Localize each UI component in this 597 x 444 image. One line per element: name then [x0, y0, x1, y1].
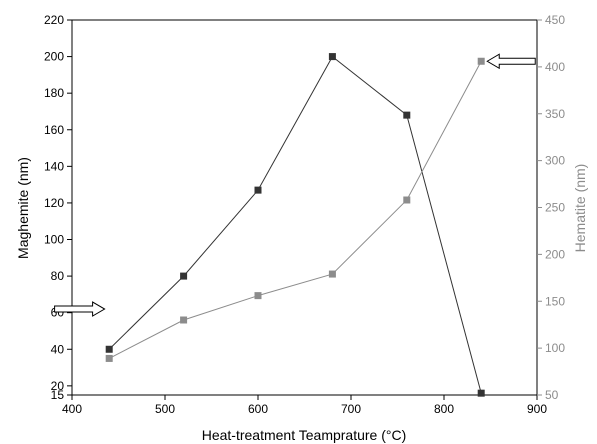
series-point-right — [254, 292, 262, 300]
right-y-tick-label: 50 — [545, 388, 559, 402]
right-y-axis-label: Hematite (nm) — [572, 164, 588, 253]
series-point-right — [180, 316, 188, 324]
right-y-tick-label: 350 — [545, 107, 565, 121]
series-point-left — [254, 186, 262, 194]
series-point-right — [328, 270, 336, 278]
series-point-left — [180, 272, 188, 280]
right-y-tick-label: 200 — [545, 247, 565, 261]
right-y-tick-label: 250 — [545, 201, 565, 215]
x-tick-label: 400 — [62, 402, 82, 416]
right-y-axis: 50 100 150 200 250 300 350 400 450 — [537, 13, 565, 402]
x-tick-label: 500 — [155, 402, 175, 416]
x-axis: 400 500 600 700 800 900 — [62, 395, 547, 416]
plot-frame — [71, 19, 538, 396]
arrow-right-icon — [54, 301, 106, 317]
left-y-tick-label: 220 — [44, 13, 64, 27]
series-point-right — [105, 354, 113, 362]
left-y-tick-label: 120 — [44, 196, 64, 210]
series-layer — [105, 53, 485, 397]
series-point-left — [105, 345, 113, 353]
left-y-tick-label: 100 — [44, 233, 64, 247]
x-tick-label: 700 — [341, 402, 361, 416]
left-y-tick-label: 15 — [51, 388, 65, 402]
series-point-right — [477, 57, 485, 65]
left-y-tick-label: 200 — [44, 50, 64, 64]
left-y-axis-label: Maghemite (nm) — [15, 157, 31, 259]
left-y-tick-label: 160 — [44, 123, 64, 137]
series-point-left — [328, 53, 336, 61]
left-y-tick-label: 180 — [44, 86, 64, 100]
right-y-tick-label: 300 — [545, 154, 565, 168]
left-y-tick-label: 140 — [44, 159, 64, 173]
x-axis-label: Heat-treatment Teamprature (°C) — [202, 427, 407, 443]
series-point-left — [403, 111, 411, 119]
right-y-tick-label: 400 — [545, 60, 565, 74]
right-y-tick-label: 100 — [545, 341, 565, 355]
series-line-right — [108, 61, 482, 359]
right-y-tick-label: 150 — [545, 294, 565, 308]
left-y-tick-label: 80 — [51, 269, 65, 283]
annotation-layer — [54, 53, 536, 317]
x-tick-label: 800 — [434, 402, 454, 416]
series-line-left — [108, 55, 482, 394]
x-tick-label: 600 — [248, 402, 268, 416]
series-point-left — [477, 389, 485, 397]
left-y-tick-label: 20 — [51, 379, 65, 393]
arrow-left-icon — [486, 53, 536, 70]
left-y-tick-label: 40 — [51, 342, 65, 356]
series-point-right — [403, 196, 411, 204]
x-tick-label: 900 — [527, 402, 547, 416]
right-y-tick-label: 450 — [545, 13, 565, 27]
